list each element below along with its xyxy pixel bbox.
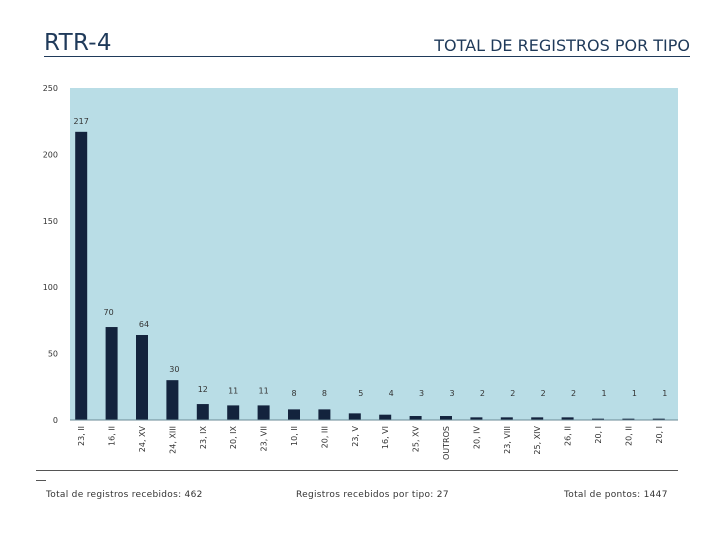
bar: [288, 409, 300, 420]
x-tick-label: 24, XV: [138, 425, 147, 452]
chart-title: TOTAL DE REGISTROS POR TIPO: [434, 36, 690, 55]
x-tick-label: 23, II: [77, 426, 86, 446]
bar: [561, 417, 574, 420]
bar-value-label: 1: [632, 389, 637, 398]
bar: [166, 380, 179, 420]
bar-value-label: 12: [198, 385, 208, 394]
x-tick-label: 24, XIII: [168, 426, 177, 454]
y-tick-label: 250: [43, 84, 58, 93]
bar-value-label: 2: [480, 389, 485, 398]
bar-value-label: 1: [662, 389, 667, 398]
x-tick-label: 23, VIII: [503, 426, 512, 454]
y-tick-label: 50: [48, 350, 58, 359]
bar-value-label: 3: [449, 389, 454, 398]
y-tick-label: 200: [43, 150, 58, 159]
x-tick-label: 25, XV: [412, 425, 421, 452]
y-tick-label: 100: [43, 283, 58, 292]
bar: [348, 413, 361, 420]
bar: [196, 404, 209, 420]
x-tick-label: 20, IX: [229, 425, 238, 449]
x-tick-label: 10, II: [290, 426, 299, 446]
chart-area: 0 50 100 150 200 250 217 23, II 70 16, II 64 24, XV…: [43, 84, 678, 460]
bar-chart: 0 50 100 150 200 250 217 23, II 70 16, II 64 24, XV…: [43, 84, 678, 460]
bar-value-label: 8: [322, 389, 327, 398]
x-tick-label: 23, VII: [260, 426, 269, 451]
bar: [622, 418, 635, 420]
bar-value-label: 5: [358, 389, 363, 398]
y-tick-label: 0: [53, 416, 58, 425]
bar-value-label: 8: [291, 389, 296, 398]
plot-background: [70, 88, 678, 420]
title-underline: [44, 56, 690, 57]
bar: [75, 131, 88, 420]
bar: [592, 418, 604, 420]
x-tick-label: 23, IX: [199, 425, 208, 449]
bar-value-label: 4: [389, 389, 394, 398]
bar: [440, 416, 452, 420]
bar-value-label: 70: [104, 308, 114, 317]
x-tick-label: 20, IV: [472, 425, 481, 449]
x-tick-label: 25, XIV: [533, 425, 542, 454]
x-tick-label: 16, II: [108, 426, 117, 446]
x-tick-label: 16, VI: [381, 426, 390, 449]
registros-por-tipo-label: Registros recebidos por tipo: 27: [296, 490, 449, 500]
bar: [652, 418, 665, 420]
bar-value-label: 2: [541, 389, 546, 398]
y-tick-label: 150: [43, 217, 58, 226]
footer-divider-short: [36, 480, 46, 481]
bar: [136, 335, 148, 420]
total-pontos-label: Total de pontos: 1447: [564, 490, 668, 500]
bar-value-label: 30: [169, 365, 179, 374]
bar-value-label: 3: [419, 389, 424, 398]
x-tick-label: 23, V: [351, 425, 360, 446]
bar: [257, 405, 270, 420]
bar-value-label: 217: [74, 117, 89, 126]
bar-value-label: 2: [571, 389, 576, 398]
footer-divider: [36, 470, 678, 471]
bar: [500, 417, 513, 420]
bar: [470, 417, 483, 420]
bar: [409, 416, 422, 420]
x-tick-label: 20, III: [320, 426, 329, 448]
bar-value-label: 1: [601, 389, 606, 398]
bar: [318, 409, 331, 420]
bar-value-label: 11: [228, 386, 238, 395]
bar: [531, 417, 544, 420]
bar-value-label: 11: [259, 386, 269, 395]
x-tick-label: 26, II: [564, 426, 573, 446]
page-title: RTR-4: [44, 30, 112, 56]
bar: [379, 414, 392, 420]
bar-value-label: 2: [510, 389, 515, 398]
x-tick-label: 20, I: [594, 426, 603, 444]
total-registros-label: Total de registros recebidos: 462: [46, 490, 203, 500]
bar: [227, 405, 240, 420]
bar-value-label: 64: [139, 320, 149, 329]
x-tick-label: 20, I: [655, 426, 664, 444]
x-tick-label: OUTROS: [442, 426, 451, 460]
x-tick-label: 20, II: [624, 426, 633, 446]
bar: [105, 327, 118, 420]
